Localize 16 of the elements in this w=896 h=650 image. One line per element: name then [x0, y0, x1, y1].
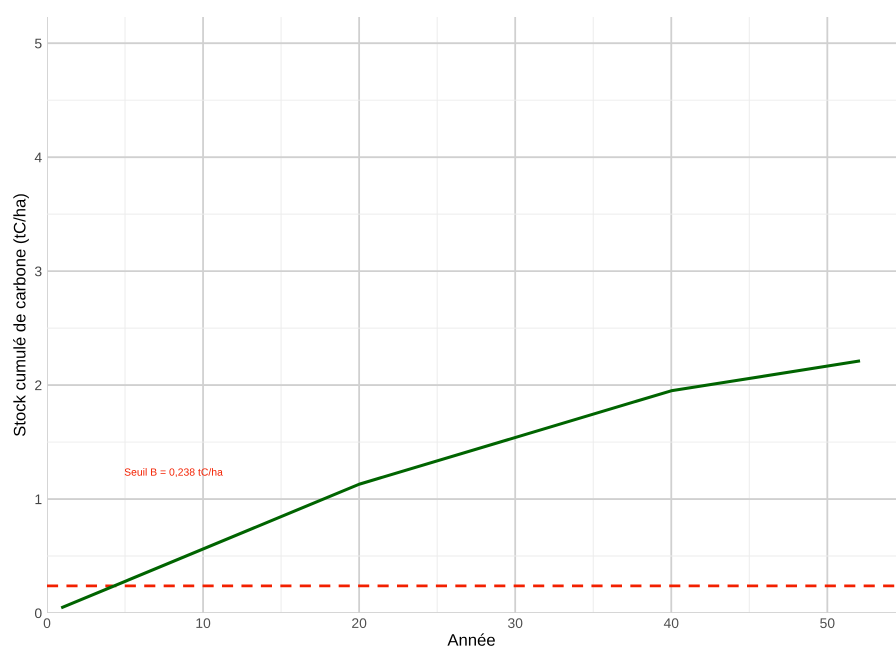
- annotation: Seuil B = 0,238 tC/ha: [124, 468, 223, 477]
- x-tick-label: 40: [664, 618, 678, 628]
- x-axis-title: Année: [447, 633, 495, 646]
- y-tick-label: 4: [34, 152, 42, 162]
- y-tick-label: 2: [35, 380, 42, 390]
- x-tick-label: 10: [196, 618, 210, 628]
- y-tick-label: 1: [35, 494, 42, 504]
- line-series: [61, 360, 860, 609]
- x-tick-label: 30: [508, 618, 522, 628]
- x-tick-label: 50: [820, 618, 835, 628]
- x-tick-label: 20: [352, 618, 366, 628]
- y-tick-label: 5: [34, 38, 42, 48]
- y-tick-label: 3: [34, 266, 42, 276]
- y-axis-title: Stock cumulé de carbone (tC/ha): [13, 194, 29, 436]
- x-tick-label: 0: [44, 618, 50, 628]
- y-tick-label: 0: [34, 608, 42, 618]
